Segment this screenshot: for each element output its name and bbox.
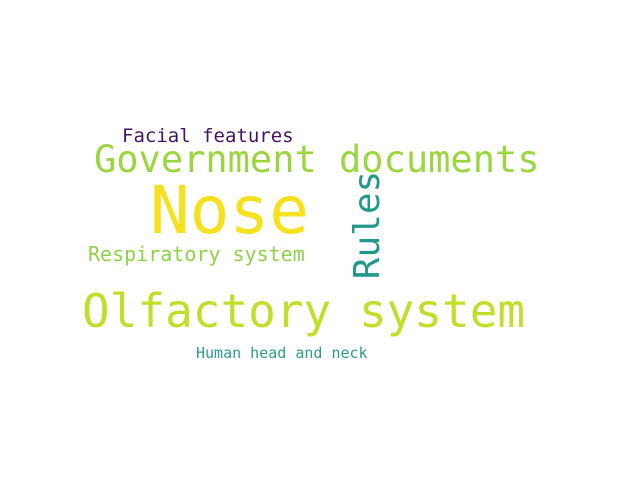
word-rules: Rules xyxy=(347,170,389,280)
word-respiratory-system: Respiratory system xyxy=(88,242,305,266)
word-government-documents: Government documents xyxy=(94,138,540,181)
word-nose: Nose xyxy=(150,172,309,249)
word-olfactory-system: Olfactory system xyxy=(82,284,526,338)
word-facial-features: Facial features xyxy=(122,125,294,147)
word-human-head-and-neck: Human head and neck xyxy=(196,344,368,362)
